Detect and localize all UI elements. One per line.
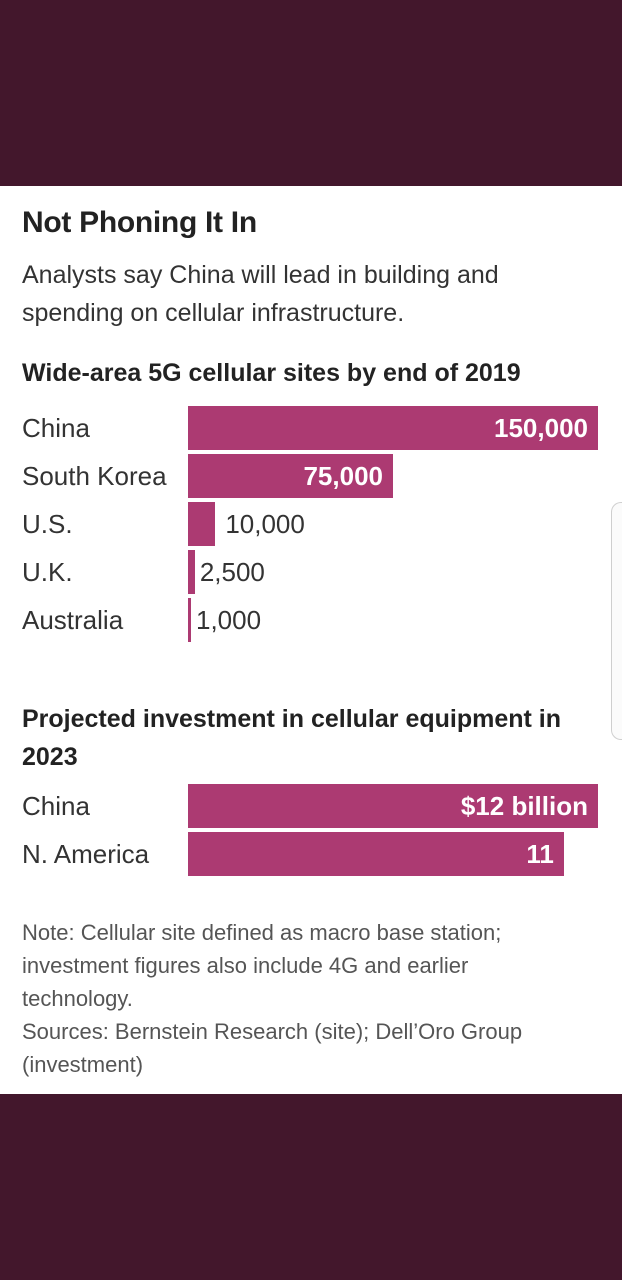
sites-category-label: China	[22, 413, 90, 443]
investment-value-label: $12 billion	[460, 791, 588, 821]
investment-category-label: N. America	[22, 839, 150, 869]
sites-category-label: U.K.	[22, 557, 73, 587]
chart-headline: Not Phoning It In	[22, 206, 257, 239]
sites-value-label: 2,500	[199, 557, 265, 587]
sites-chart-title: Wide-area 5G cellular sites by end of 20…	[22, 359, 521, 387]
sites-value-label: 75,000	[303, 461, 383, 491]
chart-footnote: Note: Cellular site defined as macro bas…	[22, 916, 582, 1081]
sites-category-label: South Korea	[22, 461, 167, 491]
scroll-handle[interactable]	[611, 502, 622, 740]
chart-card: Not Phoning It In Analysts say China wil…	[0, 186, 622, 1094]
sites-bar	[188, 406, 598, 450]
investment-bar	[188, 832, 564, 876]
investment-bar	[188, 784, 598, 828]
sites-value-label: 150,000	[494, 413, 588, 443]
sites-value-label: 10,000	[225, 509, 305, 539]
investment-category-label: China	[22, 791, 90, 821]
sites-bar	[188, 454, 393, 498]
sites-bar	[188, 502, 216, 546]
sites-bar	[188, 550, 195, 594]
sites-value-label: 1,000	[196, 605, 262, 635]
investment-value-label: 11	[526, 839, 554, 869]
chart-subtitle: Analysts say China will lead in building…	[22, 261, 499, 327]
sites-bar	[188, 598, 191, 642]
investment-chart-title: Projected investment in cellular equipme…	[22, 705, 562, 771]
note-text: Note: Cellular site defined as macro bas…	[22, 920, 502, 1011]
sites-category-label: Australia	[22, 605, 124, 635]
sites-category-label: U.S.	[22, 509, 73, 539]
sources-text: Sources: Bernstein Research (site); Dell…	[22, 1019, 523, 1077]
